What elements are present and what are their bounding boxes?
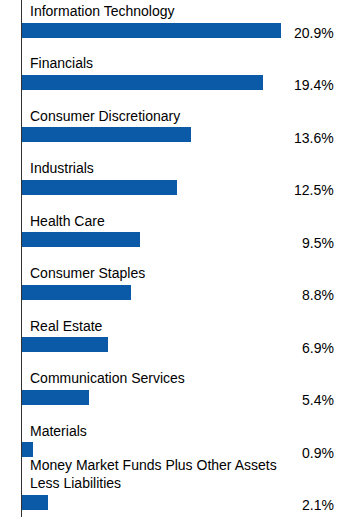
svg-text:Information Technology: Information Technology bbox=[30, 3, 175, 19]
svg-text:6.9%: 6.9% bbox=[302, 340, 334, 356]
svg-text:12.5%: 12.5% bbox=[294, 182, 334, 198]
svg-text:2.1%: 2.1% bbox=[302, 497, 334, 513]
svg-text:Consumer Discretionary: Consumer Discretionary bbox=[30, 108, 180, 124]
svg-text:Industrials: Industrials bbox=[30, 160, 94, 176]
svg-text:Materials: Materials bbox=[30, 423, 87, 439]
svg-text:Money Market Funds Plus Other: Money Market Funds Plus Other AssetsLess… bbox=[30, 457, 277, 491]
svg-text:13.6%: 13.6% bbox=[294, 130, 334, 146]
svg-text:Consumer Staples: Consumer Staples bbox=[30, 265, 145, 281]
svg-text:Financials: Financials bbox=[30, 55, 93, 71]
svg-text:8.8%: 8.8% bbox=[302, 287, 334, 303]
svg-text:5.4%: 5.4% bbox=[302, 392, 334, 408]
svg-text:0.9%: 0.9% bbox=[302, 445, 334, 461]
svg-text:19.4%: 19.4% bbox=[294, 77, 334, 93]
svg-text:Real Estate: Real Estate bbox=[30, 318, 103, 334]
svg-text:Health Care: Health Care bbox=[30, 213, 105, 229]
svg-text:Communication Services: Communication Services bbox=[30, 370, 185, 386]
svg-text:20.9%: 20.9% bbox=[294, 25, 334, 41]
svg-text:9.5%: 9.5% bbox=[302, 235, 334, 251]
